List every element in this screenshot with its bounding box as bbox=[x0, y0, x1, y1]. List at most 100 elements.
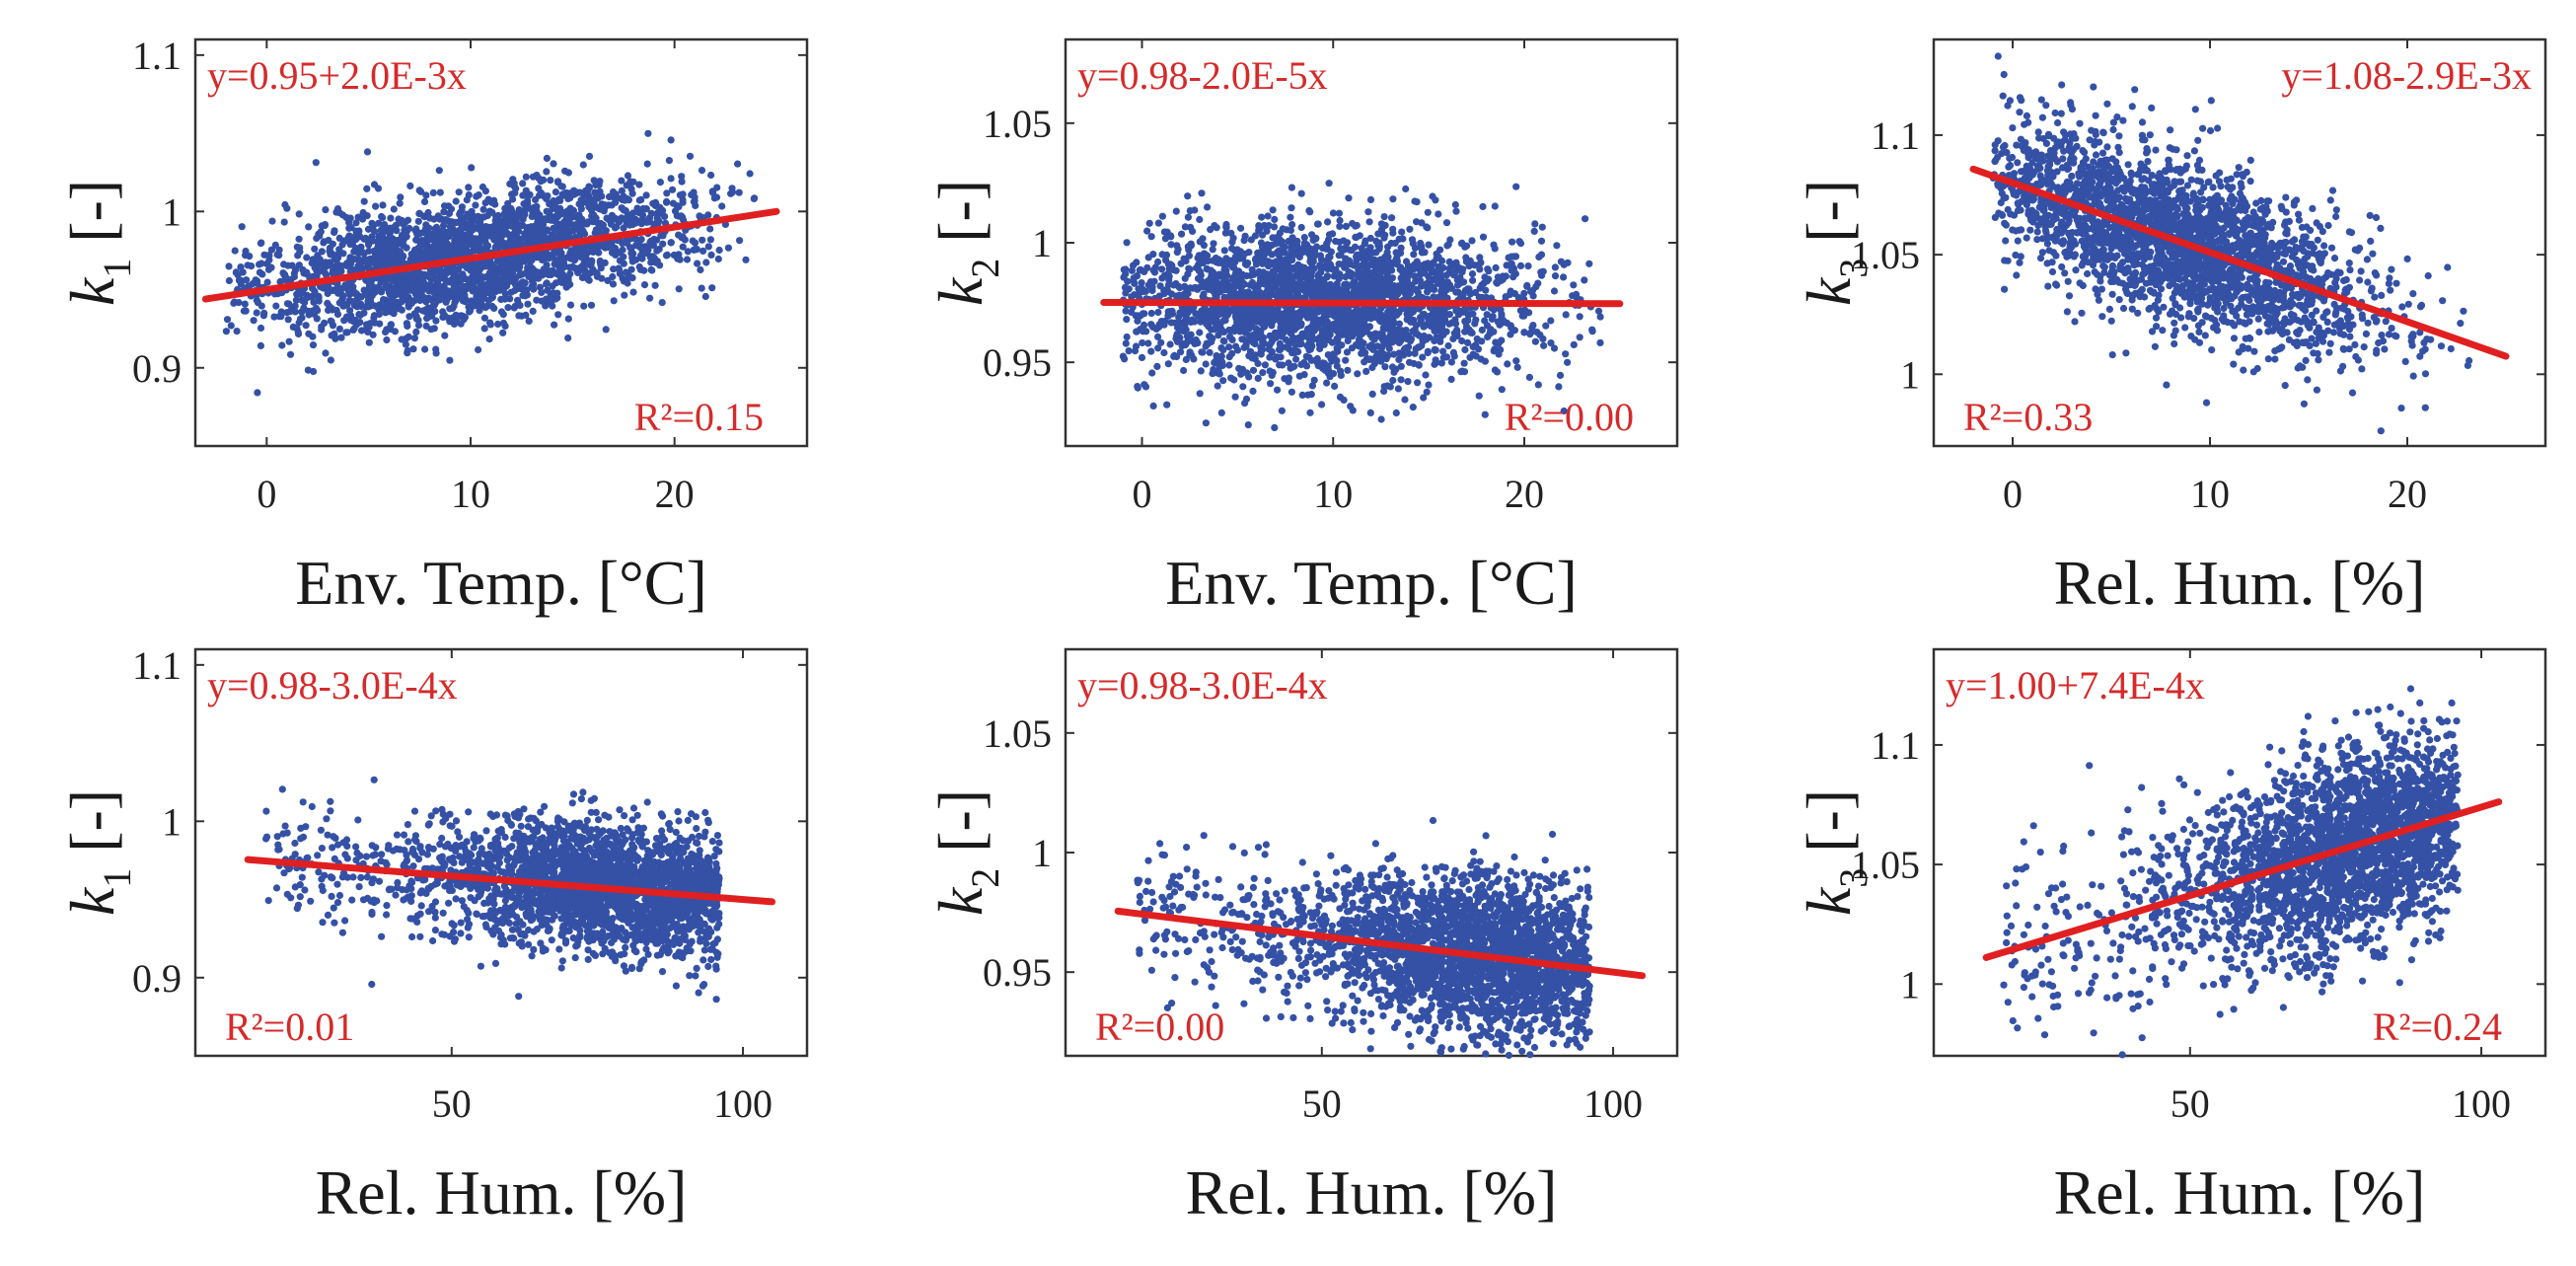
scatter-point bbox=[1478, 326, 1486, 335]
scatter-point bbox=[427, 326, 435, 334]
scatter-point bbox=[426, 214, 434, 222]
scatter-point bbox=[1279, 361, 1287, 369]
scatter-point bbox=[1378, 226, 1386, 234]
scatter-point bbox=[371, 302, 380, 310]
scatter-point bbox=[555, 265, 564, 273]
scatter-point bbox=[640, 281, 649, 289]
scatter-point bbox=[667, 239, 675, 247]
scatter-point bbox=[1368, 363, 1376, 372]
scatter-point bbox=[337, 334, 345, 341]
scatter-point bbox=[321, 319, 329, 327]
scatter-point bbox=[404, 349, 411, 357]
scatter-point bbox=[1316, 252, 1324, 260]
scatter-point bbox=[419, 277, 427, 285]
scatter-point bbox=[626, 221, 633, 229]
scatter-point bbox=[1404, 287, 1412, 295]
scatter-point bbox=[311, 245, 319, 253]
scatter-point bbox=[389, 244, 397, 252]
scatter-point bbox=[362, 258, 370, 265]
scatter-point bbox=[241, 300, 249, 308]
scatter-point bbox=[1437, 359, 1445, 367]
scatter-point bbox=[387, 214, 395, 222]
scatter-point bbox=[1213, 316, 1220, 324]
scatter-point bbox=[563, 226, 572, 234]
scatter-point bbox=[468, 164, 476, 172]
scatter-point bbox=[1145, 219, 1153, 227]
scatter-point bbox=[1540, 341, 1548, 349]
scatter-point bbox=[702, 259, 710, 266]
scatter-point bbox=[370, 314, 378, 322]
scatter-point bbox=[499, 311, 507, 319]
scatter-point bbox=[706, 236, 715, 244]
scatter-point bbox=[504, 304, 512, 312]
scatter-point bbox=[425, 224, 433, 232]
scatter-point bbox=[637, 195, 645, 203]
scatter-point bbox=[1154, 344, 1162, 352]
scatter-point bbox=[246, 253, 254, 261]
scatter-point bbox=[639, 204, 647, 213]
scatter-point bbox=[1433, 255, 1440, 262]
scatter-point bbox=[708, 284, 716, 292]
scatter-point bbox=[1260, 254, 1268, 261]
scatter-point bbox=[1235, 364, 1243, 372]
scatter-point bbox=[566, 301, 575, 309]
scatter-point bbox=[612, 198, 620, 206]
scatter-point bbox=[415, 209, 423, 217]
scatter-point bbox=[468, 281, 476, 289]
scatter-point bbox=[593, 245, 601, 253]
scatter-point bbox=[457, 312, 465, 320]
scatter-point bbox=[443, 296, 451, 304]
scatter-point bbox=[1337, 245, 1345, 253]
scatter-point bbox=[478, 226, 486, 234]
scatter-point bbox=[305, 311, 313, 319]
scatter-point bbox=[1465, 262, 1473, 270]
scatter-point bbox=[519, 180, 527, 187]
scatter-point bbox=[1311, 356, 1319, 364]
scatter-point bbox=[375, 242, 383, 251]
scatter-point bbox=[1460, 359, 1468, 367]
scatter-point bbox=[667, 136, 675, 144]
scatter-point bbox=[554, 220, 562, 228]
scatter-point bbox=[235, 299, 243, 307]
scatter-point bbox=[707, 171, 715, 180]
scatter-point bbox=[1325, 180, 1333, 187]
scatter-point bbox=[1367, 269, 1375, 277]
scatter-point bbox=[433, 287, 441, 295]
scatter-point bbox=[551, 321, 558, 329]
scatter-point bbox=[292, 296, 300, 304]
scatter-point bbox=[1582, 215, 1589, 223]
scatter-point bbox=[1481, 410, 1489, 418]
scatter-point bbox=[1562, 311, 1570, 319]
scatter-point bbox=[641, 243, 649, 251]
scatter-point bbox=[538, 228, 546, 237]
scatter-point bbox=[651, 198, 660, 206]
scatter-point bbox=[618, 177, 626, 185]
scatter-point bbox=[351, 235, 359, 243]
scatter-point bbox=[706, 225, 714, 233]
scatter-point bbox=[544, 299, 552, 307]
scatter-point bbox=[376, 320, 384, 328]
scatter-point bbox=[580, 191, 588, 199]
scatter-point bbox=[1221, 317, 1229, 325]
scatter-point bbox=[1197, 367, 1205, 375]
scatter-point bbox=[525, 191, 533, 200]
scatter-point bbox=[1149, 402, 1157, 410]
scatter-point bbox=[1344, 366, 1352, 374]
scatter-point bbox=[569, 221, 578, 229]
scatter-point bbox=[1186, 351, 1194, 359]
scatter-point bbox=[552, 188, 560, 196]
scatter-point bbox=[488, 208, 496, 216]
scatter-point bbox=[625, 196, 633, 204]
scatter-point bbox=[1206, 348, 1214, 356]
scatter-point bbox=[1351, 243, 1360, 251]
scatter-point bbox=[1228, 238, 1236, 246]
scatter-point bbox=[1333, 344, 1341, 352]
scatter-point bbox=[525, 204, 533, 212]
scatter-point bbox=[1447, 358, 1455, 366]
scatter-point bbox=[436, 188, 444, 196]
scatter-point bbox=[444, 217, 452, 225]
scatter-point bbox=[335, 325, 343, 333]
scatter-point bbox=[1432, 196, 1439, 204]
scatter-point bbox=[335, 234, 343, 242]
